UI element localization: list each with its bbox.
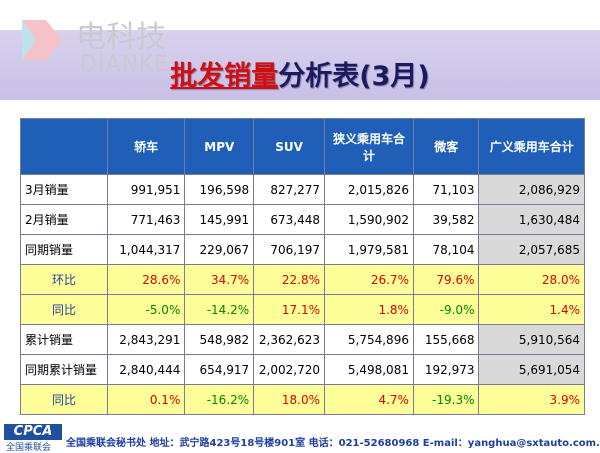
value-cell: 2,843,291	[106, 324, 186, 355]
value-cell: -5.0%	[106, 294, 186, 325]
logo-text: 电科技	[76, 20, 166, 55]
row-label: 累计销量	[20, 324, 108, 355]
value-cell: 2,086,929	[478, 174, 585, 205]
value-cell: 78,104	[412, 234, 480, 265]
logo-mark	[22, 20, 62, 60]
value-cell: 26.7%	[324, 264, 414, 295]
table-row: 同期销量 1,044,317 229,067 706,197 1,979,581 78,1…	[20, 234, 585, 265]
table-row: 3月销量 991,951 196,598 827,277 2,015,826 71,103…	[20, 174, 585, 205]
table-row: 同比 0.1% -16.2% 18.0% 4.7% -19.3% 3.9%	[20, 384, 585, 415]
value-cell: 5,498,081	[324, 354, 414, 385]
value-cell: 5,910,564	[478, 324, 585, 355]
row-label: 同比	[20, 294, 108, 325]
title-highlight: 批发销量	[170, 61, 279, 92]
value-cell: -9.0%	[412, 294, 480, 325]
value-cell: 2,362,623	[253, 324, 325, 355]
value-cell: 2,002,720	[253, 354, 325, 385]
sales-table: 轿车 MPV SUV 狭义乘用车合计 微客 广义乘用车合计 3月销量 991,951 196,…	[20, 118, 585, 415]
row-label: 环比	[20, 264, 108, 295]
value-cell: 1,979,581	[324, 234, 414, 265]
value-cell: 71,103	[412, 174, 480, 205]
row-label: 同比	[20, 384, 108, 415]
table-body: 3月销量 991,951 196,598 827,277 2,015,826 71,103…	[20, 174, 585, 415]
value-cell: 229,067	[184, 234, 255, 265]
value-cell: -16.2%	[184, 384, 255, 415]
row-label: 2月销量	[20, 204, 108, 235]
corner-cell	[20, 118, 108, 175]
value-cell: 0.1%	[106, 384, 186, 415]
value-cell: 827,277	[253, 174, 325, 205]
value-cell: 4.7%	[324, 384, 414, 415]
value-cell: 196,598	[184, 174, 255, 205]
title: 批发销量分析表(3月)	[0, 54, 600, 93]
table-row: 2月销量 771,463 145,991 673,448 1,590,902 39,582…	[20, 204, 585, 235]
value-cell: 28.6%	[106, 264, 186, 295]
contact-info: 全国乘联会秘书处 地址：武宁路423号18号楼901室 电话：021-52680…	[66, 438, 600, 449]
value-cell: 2,840,444	[106, 354, 186, 385]
value-cell: 1,044,317	[106, 234, 186, 265]
row-label: 同期累计销量	[20, 354, 108, 385]
value-cell: 22.8%	[253, 264, 325, 295]
column-header: 轿车	[106, 118, 186, 175]
table-row: 同比 -5.0% -14.2% 17.1% 1.8% -9.0% 1.4%	[20, 294, 585, 325]
value-cell: -14.2%	[184, 294, 255, 325]
value-cell: 673,448	[253, 204, 325, 235]
value-cell: 192,973	[412, 354, 480, 385]
value-cell: 706,197	[253, 234, 325, 265]
value-cell: 548,982	[184, 324, 255, 355]
value-cell: 5,691,054	[478, 354, 585, 385]
value-cell: 771,463	[106, 204, 186, 235]
value-cell: 654,917	[184, 354, 255, 385]
value-cell: 155,668	[412, 324, 480, 355]
table-row: 同期累计销量 2,840,444 654,917 2,002,720 5,498,081…	[20, 354, 585, 385]
row-label: 同期销量	[20, 234, 108, 265]
title-rest: 分析表(3月)	[278, 61, 430, 92]
table-row: 环比 28.6% 34.7% 22.8% 26.7% 79.6% 28.0%	[20, 264, 585, 295]
value-cell: 1,630,484	[478, 204, 585, 235]
value-cell: 17.1%	[253, 294, 325, 325]
value-cell: 991,951	[106, 174, 186, 205]
row-label: 3月销量	[20, 174, 108, 205]
cpca-name: 全国乘联会	[6, 443, 52, 453]
value-cell: 1.4%	[478, 294, 585, 325]
value-cell: 5,754,896	[324, 324, 414, 355]
value-cell: 18.0%	[253, 384, 325, 415]
column-header: 广义乘用车合计	[478, 118, 585, 175]
value-cell: 145,991	[184, 204, 255, 235]
value-cell: 2,057,685	[478, 234, 585, 265]
column-header: 微客	[412, 118, 480, 175]
title-band	[0, 30, 600, 100]
column-header: SUV	[253, 118, 325, 175]
column-header: 狭义乘用车合计	[324, 118, 414, 175]
cpca-logo: CPCA	[4, 424, 62, 440]
value-cell: 3.9%	[478, 384, 585, 415]
value-cell: 28.0%	[478, 264, 585, 295]
value-cell: 2,015,826	[324, 174, 414, 205]
value-cell: 34.7%	[184, 264, 255, 295]
table-row: 累计销量 2,843,291 548,982 2,362,623 5,754,896 15…	[20, 324, 585, 355]
logo-sub: DIANKE	[80, 52, 170, 77]
value-cell: 1,590,902	[324, 204, 414, 235]
value-cell: 79.6%	[412, 264, 480, 295]
value-cell: 1.8%	[324, 294, 414, 325]
value-cell: 39,582	[412, 204, 480, 235]
value-cell: -19.3%	[412, 384, 480, 415]
column-header: MPV	[184, 118, 255, 175]
header-row: 轿车 MPV SUV 狭义乘用车合计 微客 广义乘用车合计	[20, 118, 585, 175]
